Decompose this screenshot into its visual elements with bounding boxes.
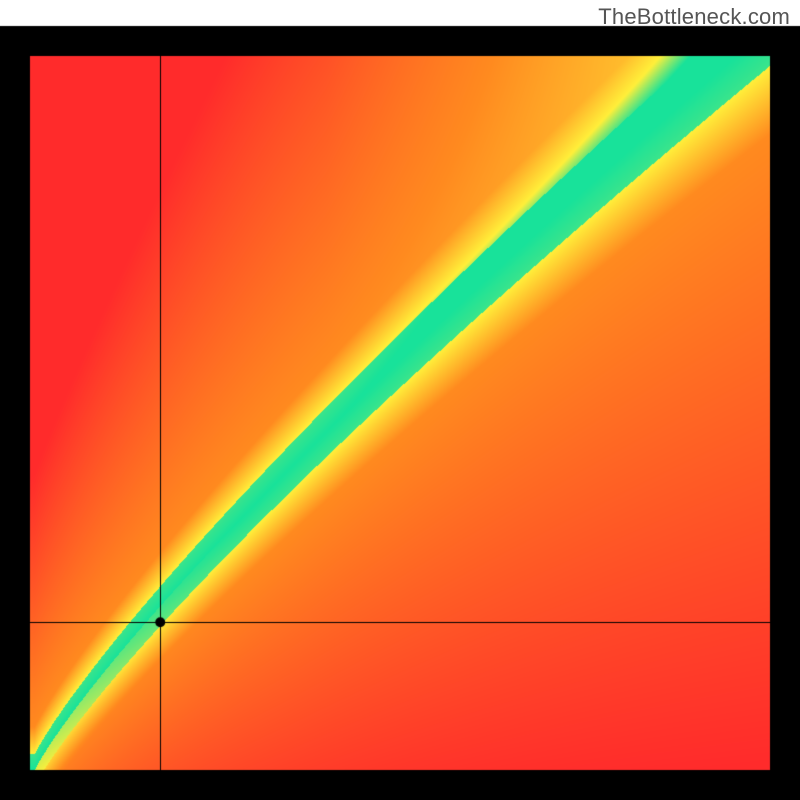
watermark-text: TheBottleneck.com <box>598 4 790 30</box>
heatmap-canvas <box>0 0 800 800</box>
